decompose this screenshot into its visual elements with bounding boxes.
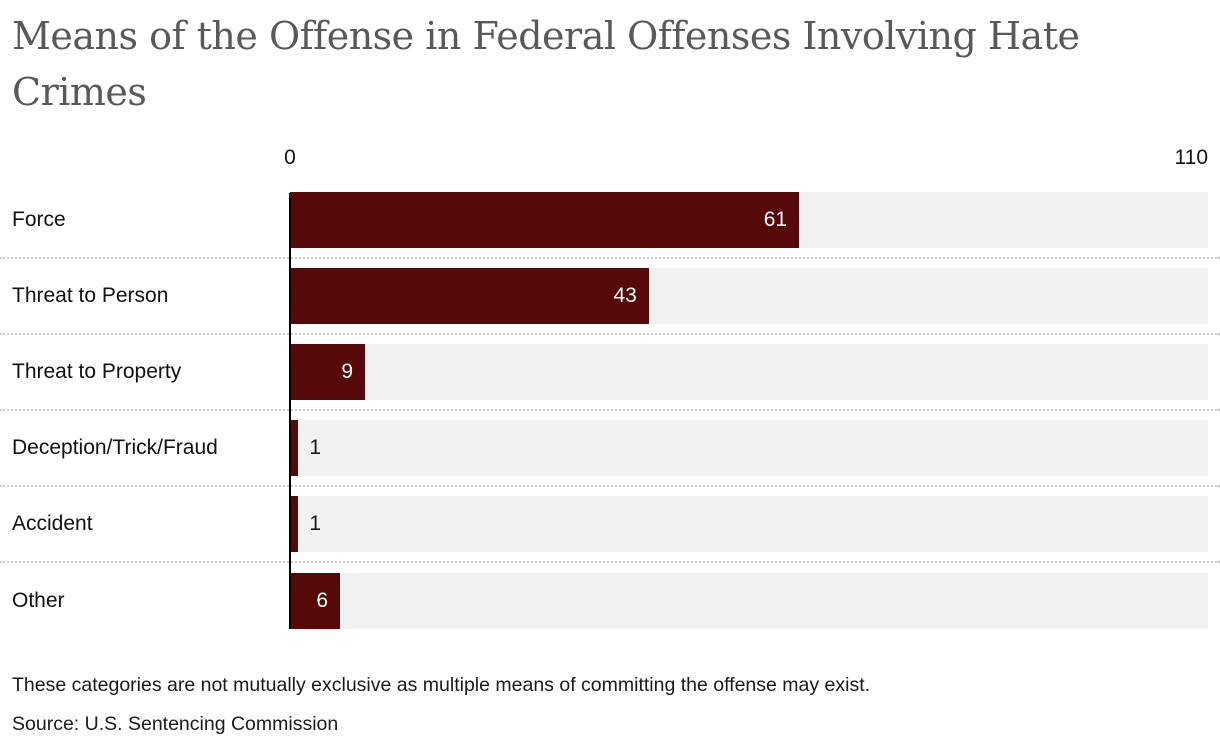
bar-track: 9 bbox=[290, 344, 1208, 400]
page-title: Means of the Offense in Federal Offenses… bbox=[12, 14, 1080, 114]
bar-value-label: 6 bbox=[316, 589, 329, 612]
bar-row: Deception/Trick/Fraud 1 bbox=[0, 411, 1220, 487]
axis-baseline bbox=[289, 193, 291, 629]
category-label: Other bbox=[12, 589, 65, 612]
chart-plot-area: Force 61 Threat to Person 43 Threat to P… bbox=[0, 183, 1220, 639]
bar-value-label: 43 bbox=[613, 284, 637, 307]
bar-value-label: 1 bbox=[309, 436, 322, 459]
category-label: Threat to Property bbox=[12, 360, 182, 383]
chart-source: Source: U.S. Sentencing Commission bbox=[12, 713, 339, 735]
chart-note: These categories are not mutually exclus… bbox=[12, 674, 871, 696]
bar-track: 6 bbox=[290, 573, 1208, 629]
axis-tick-max: 110 bbox=[1174, 146, 1208, 169]
category-label: Threat to Person bbox=[12, 284, 169, 307]
axis-tick-min: 0 bbox=[284, 146, 296, 169]
bar-value-label: 1 bbox=[309, 512, 322, 535]
bar-track: 61 bbox=[290, 192, 1208, 248]
bar bbox=[290, 268, 649, 324]
bar-row: Force 61 bbox=[0, 183, 1220, 259]
bar bbox=[290, 496, 299, 552]
bar-chart: 0 110 Force 61 Threat to Person 43 Threa… bbox=[0, 146, 1220, 639]
bar-value-label: 9 bbox=[341, 360, 354, 383]
bar-value-label: 61 bbox=[763, 208, 788, 231]
bar-row: Threat to Person 43 bbox=[0, 259, 1220, 335]
bar-row: Threat to Property 9 bbox=[0, 335, 1220, 411]
bar-track: 43 bbox=[290, 268, 1208, 324]
x-axis: 0 110 bbox=[0, 146, 1220, 170]
category-label: Force bbox=[12, 208, 66, 231]
bar-row: Accident 1 bbox=[0, 487, 1220, 563]
bar-track: 1 bbox=[290, 420, 1208, 476]
category-label: Deception/Trick/Fraud bbox=[12, 436, 218, 459]
bar bbox=[290, 192, 800, 248]
bar-track: 1 bbox=[290, 496, 1208, 552]
bar bbox=[290, 344, 366, 400]
chart-rows: Force 61 Threat to Person 43 Threat to P… bbox=[0, 183, 1220, 639]
bar-row: Other 6 bbox=[0, 563, 1220, 639]
category-label: Accident bbox=[12, 512, 93, 535]
bar bbox=[290, 573, 341, 629]
bar bbox=[290, 420, 299, 476]
